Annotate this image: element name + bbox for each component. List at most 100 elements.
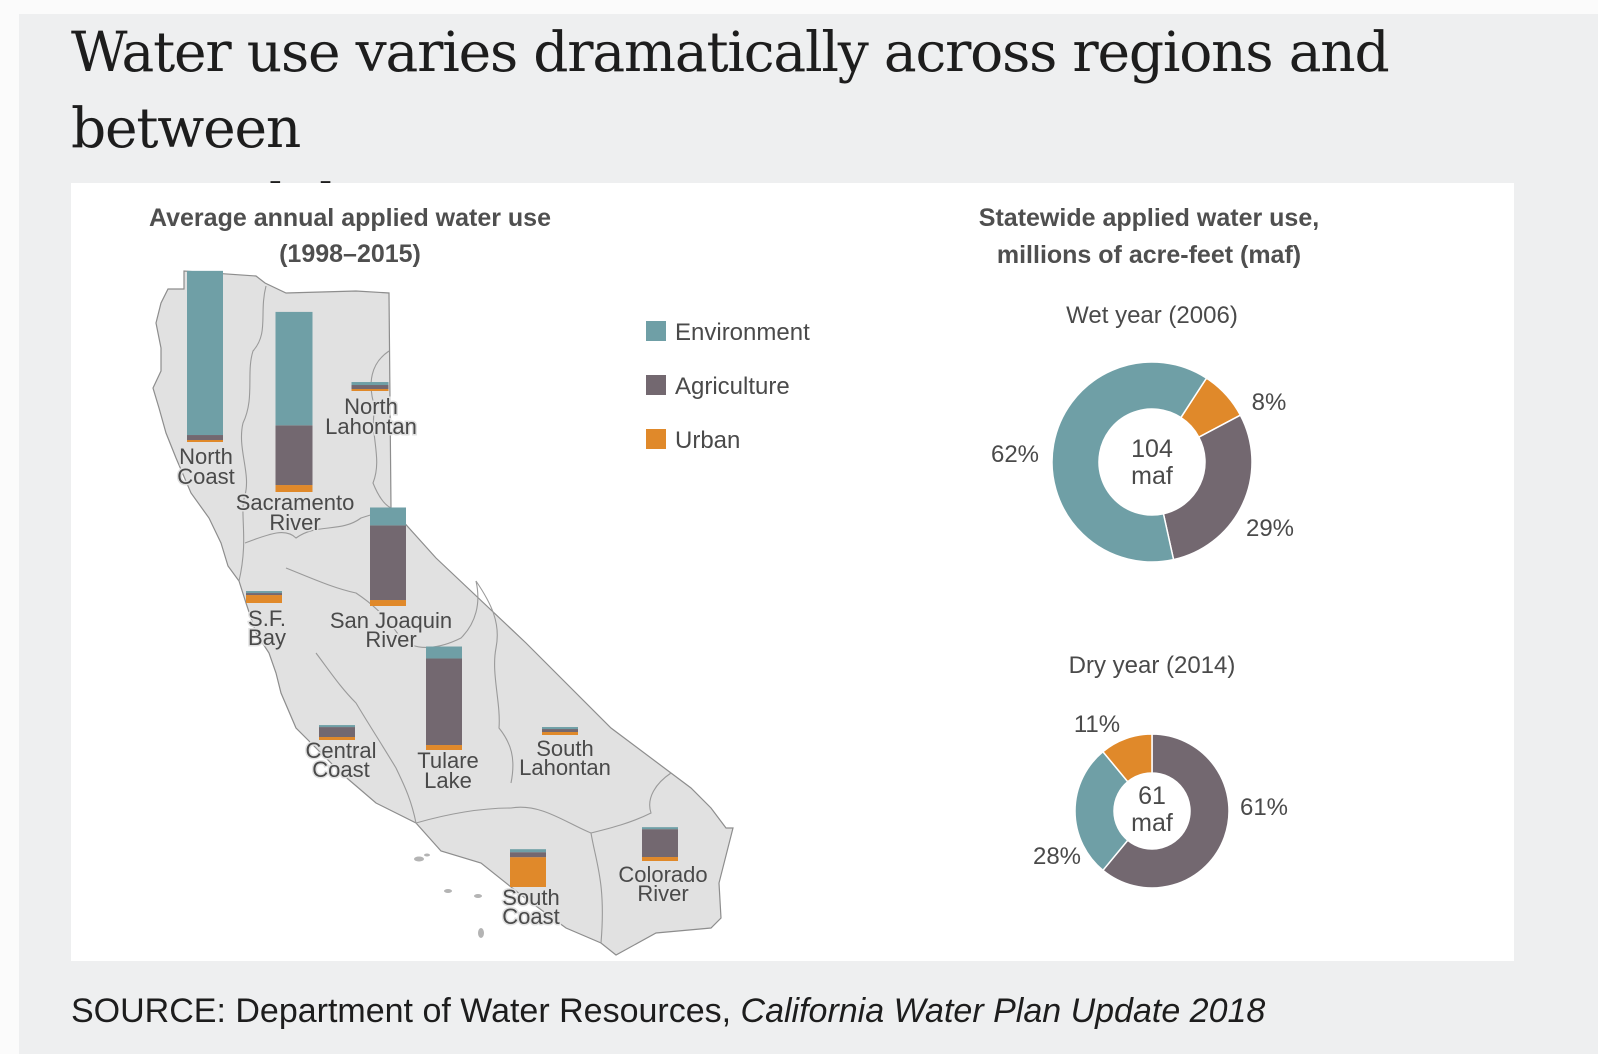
island xyxy=(474,894,482,898)
region-bar-urban-segment xyxy=(246,595,282,603)
donut-chart-title-line-1: Statewide applied water use, xyxy=(979,204,1319,232)
dry-year-subtitle: Dry year (2014) xyxy=(1069,652,1236,679)
wet-slice-label-urban: 8% xyxy=(1252,389,1287,416)
region-label-line-1: South xyxy=(502,885,560,910)
region-bar-agriculture-segment xyxy=(275,425,313,486)
source-note: SOURCE: Department of Water Resources, C… xyxy=(71,992,1265,1031)
figure-svg: Average annual applied water use (1998–2… xyxy=(149,204,1319,956)
wet-slice-label-agriculture: 29% xyxy=(1246,515,1294,542)
region-label-line-1: S.F. xyxy=(248,606,286,631)
island xyxy=(478,928,484,938)
wet-year-center-value: 104 xyxy=(1131,435,1173,463)
region-bar-agriculture-segment xyxy=(351,385,389,389)
border-tulare-central xyxy=(315,652,417,824)
region-labels: North Coast Sacramento River North Lahon… xyxy=(176,393,709,931)
island xyxy=(444,889,452,893)
region-bar-agriculture-segment xyxy=(319,727,355,738)
border-north-coast xyxy=(238,285,267,582)
legend-swatch-agriculture xyxy=(646,375,666,395)
region-bar-environment-segment xyxy=(370,507,406,526)
region-bar-environment-segment xyxy=(510,849,546,853)
region-bar-agriculture-segment xyxy=(542,729,578,733)
left-margin xyxy=(0,0,19,1054)
dry-year-donut xyxy=(1074,733,1230,889)
region-label-line-2: River xyxy=(269,510,320,535)
map-chart-title-line-1: Average annual applied water use xyxy=(149,204,551,232)
region-bar-agriculture-segment xyxy=(642,829,678,858)
region-label-line-2: Lahontan xyxy=(325,414,417,439)
region-bar-urban-segment xyxy=(275,485,313,492)
legend-label-environment: Environment xyxy=(675,319,810,346)
top-bar xyxy=(0,0,1598,14)
donut-slice-agriculture xyxy=(1101,733,1230,889)
donut-slice-environment xyxy=(1051,361,1208,563)
donut-slice-urban xyxy=(1101,733,1153,783)
wet-year-subtitle: Wet year (2006) xyxy=(1066,302,1238,329)
region-label-line-1: San Joaquin xyxy=(330,608,452,633)
region-label-line-2: River xyxy=(365,627,416,652)
island xyxy=(414,856,424,862)
donut-slice-environment xyxy=(1074,750,1129,872)
region-bar-environment-segment xyxy=(542,727,578,730)
legend-label-agriculture: Agriculture xyxy=(675,373,790,400)
region-bar-urban-segment xyxy=(642,857,678,861)
region-bar-environment-segment xyxy=(187,270,223,436)
region-bar-urban-segment xyxy=(542,732,578,735)
region-bar-agriculture-segment xyxy=(246,593,282,596)
region-label-line-2: Coast xyxy=(312,757,369,782)
dry-slice-label-agriculture: 61% xyxy=(1240,794,1288,821)
region-label-line-1: Central xyxy=(306,738,377,763)
region-bar-agriculture-segment xyxy=(187,435,223,440)
channel-islands xyxy=(414,853,484,938)
region-bar-environment-segment xyxy=(642,827,678,830)
region-label-line-2: Lake xyxy=(424,768,472,793)
region-bar-environment-segment xyxy=(426,646,462,659)
region-bar-agriculture-segment xyxy=(426,658,462,746)
border-south-lahontan-colorado xyxy=(590,772,672,834)
region-bar-urban-segment xyxy=(426,745,462,750)
region-label-line-2: Bay xyxy=(248,625,286,650)
region-label-line-1: Tulare xyxy=(417,748,479,773)
donut-slice-agriculture xyxy=(1162,414,1253,561)
legend-label-urban: Urban xyxy=(675,427,740,454)
border-north-lahontan xyxy=(370,350,392,509)
figure-area: Average annual applied water use (1998–2… xyxy=(71,183,1514,961)
region-bars xyxy=(187,270,678,887)
region-label-line-1: South xyxy=(536,736,594,761)
region-label-line-1: North xyxy=(179,444,233,469)
region-bar-urban-segment xyxy=(510,857,546,887)
region-bar-agriculture-segment xyxy=(510,852,546,858)
wet-year-center-unit: maf xyxy=(1131,462,1173,490)
border-south-coast xyxy=(415,806,592,834)
region-bar-urban-segment xyxy=(351,389,389,391)
wet-slice-label-environment: 62% xyxy=(991,441,1039,468)
dry-year-center-unit: maf xyxy=(1131,809,1173,837)
region-bar-environment-segment xyxy=(319,725,355,728)
region-label-line-2: Coast xyxy=(177,464,234,489)
region-bar-agriculture-segment xyxy=(370,525,406,601)
region-label-line-1: Colorado xyxy=(618,862,707,887)
border-sj-tulare xyxy=(285,567,479,649)
legend-swatch-urban xyxy=(646,429,666,449)
border-tulare-south-lahontan xyxy=(475,580,514,784)
region-bar-environment-segment xyxy=(246,591,282,594)
legend-swatch-environment xyxy=(646,321,666,341)
region-bar-environment-segment xyxy=(275,311,313,426)
dry-slice-label-urban: 11% xyxy=(1074,711,1120,738)
region-label-line-2: Coast xyxy=(502,904,559,929)
donut-chart-title-line-2: millions of acre-feet (maf) xyxy=(997,241,1301,269)
region-bar-urban-segment xyxy=(370,600,406,606)
region-label-line-1: Sacramento xyxy=(236,490,355,515)
source-title: California Water Plan Update 2018 xyxy=(740,992,1266,1030)
headline-line-1: Water use varies dramatically across reg… xyxy=(71,20,1390,160)
region-label-line-2: River xyxy=(637,881,688,906)
region-label-line-1: North xyxy=(344,394,398,419)
island xyxy=(424,853,430,857)
border-colorado-south-coast xyxy=(590,832,603,944)
dry-year-center-value: 61 xyxy=(1138,782,1166,810)
region-borders xyxy=(238,285,672,944)
legend: Environment Agriculture Urban xyxy=(646,319,810,454)
region-bar-urban-segment xyxy=(319,737,355,740)
source-prefix: SOURCE: Department of Water Resources, xyxy=(71,992,741,1030)
region-label-line-2: Lahontan xyxy=(519,755,611,780)
